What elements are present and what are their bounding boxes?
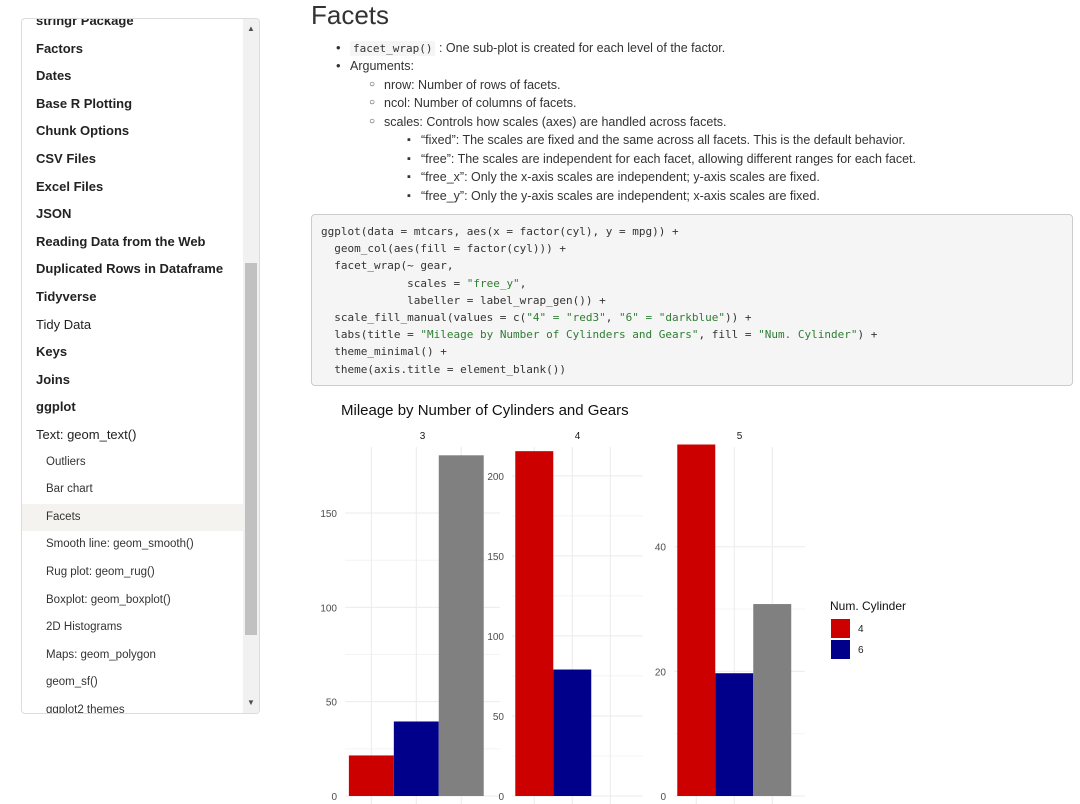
code-string: "Mileage by Number of Cylinders and Gear… xyxy=(420,328,699,342)
toc-item-factors[interactable]: Factors xyxy=(36,40,83,56)
code-line: theme(axis.title = element_blank()) xyxy=(321,362,567,376)
legend-label: 4 xyxy=(858,624,864,635)
toc-item-2d-histograms[interactable]: 2D Histograms xyxy=(46,621,123,634)
chart-title: Mileage by Number of Cylinders and Gears xyxy=(341,402,629,419)
toc-item-excel-files[interactable]: Excel Files xyxy=(36,178,104,194)
facet-label: 4 xyxy=(575,431,581,442)
bullet-fixed: “fixed”: The scales are fixed and the sa… xyxy=(407,132,906,148)
toc-item-boxplot-geom-boxplot[interactable]: Boxplot: geom_boxplot() xyxy=(46,593,171,606)
toc-item-base-r-plotting[interactable]: Base R Plotting xyxy=(36,95,133,111)
code-string: "6" = "darkblue" xyxy=(619,310,726,324)
toc-item-json[interactable]: JSON xyxy=(36,206,72,222)
toc-sidebar: stringr Package Factors Dates Base R Plotti… xyxy=(21,18,260,714)
toc-item-csv-files[interactable]: CSV Files xyxy=(36,151,96,166)
bullet-scales: scales: Controls how scales (axes) are h… xyxy=(369,114,727,130)
toc-item-stringr-package[interactable]: stringr Package xyxy=(36,18,134,28)
bullet-free-x: “free_x”: Only the x-axis scales are ind… xyxy=(407,169,820,185)
code-line: labs(title = "Mileage by Number of Cylin… xyxy=(321,326,1063,343)
y-tick-label: 0 xyxy=(331,792,337,803)
code-text: scales = xyxy=(321,276,467,290)
legend-title: Num. Cylinder xyxy=(830,599,906,613)
scroll-up-icon[interactable]: ▲ xyxy=(247,24,255,33)
y-tick-label: 50 xyxy=(326,698,338,709)
code-text: ) + xyxy=(857,328,878,342)
scroll-thumb[interactable] xyxy=(245,263,257,635)
toc-item-ggplot[interactable]: ggplot xyxy=(36,399,76,415)
code-line: scales = "free_y", xyxy=(321,275,1063,292)
legend-swatch-4 xyxy=(831,619,850,638)
bullet-nrow: nrow: Number of rows of facets. xyxy=(369,77,560,93)
code-line: theme_minimal() + xyxy=(321,345,447,359)
page-title: Facets xyxy=(311,0,390,30)
bullet-arguments: Arguments: xyxy=(336,58,414,74)
bar-cyl-6 xyxy=(553,669,592,796)
y-tick-label: 100 xyxy=(487,632,504,643)
toc-item-dates[interactable]: Dates xyxy=(36,68,72,84)
code-string: "4" = "red3" xyxy=(526,310,606,324)
bar-cyl-4 xyxy=(515,451,554,796)
facet-label: 3 xyxy=(420,431,426,442)
code-string: "free_y" xyxy=(466,276,520,290)
code-text: )) + xyxy=(725,310,752,324)
code-line: scale_fill_manual(values = c("4" = "red3… xyxy=(321,309,1063,326)
toc-item-geom-sf[interactable]: geom_sf() xyxy=(46,676,98,689)
toc-scrollbar[interactable]: ▲ ▼ xyxy=(243,19,259,713)
toc-item-chunk-options[interactable]: Chunk Options xyxy=(36,123,130,139)
legend-swatch-6 xyxy=(831,640,850,659)
y-tick-label: 150 xyxy=(320,509,337,520)
facet-label: 5 xyxy=(737,431,743,442)
code-line: facet_wrap(~ gear, xyxy=(321,259,454,273)
legend-label: 6 xyxy=(858,645,864,656)
bar-cyl-4 xyxy=(348,755,394,796)
y-tick-label: 40 xyxy=(655,543,667,554)
toc-item-tidy-data[interactable]: Tidy Data xyxy=(36,316,92,332)
facet-wrap-desc: : One sub-plot is created for each level… xyxy=(435,41,726,55)
bullet-free-y: “free_y”: Only the y-axis scales are ind… xyxy=(407,188,820,204)
bullet-facet-wrap: facet_wrap() : One sub-plot is created f… xyxy=(336,40,726,57)
code-text: , xyxy=(605,310,620,324)
toc-item-bar-chart[interactable]: Bar chart xyxy=(46,483,93,496)
bullet-free: “free”: The scales are independent for e… xyxy=(407,151,916,167)
y-tick-label: 0 xyxy=(498,792,504,803)
toc-item-duplicated-rows-in-dataframe[interactable]: Duplicated Rows in Dataframe xyxy=(36,261,224,277)
toc-item-keys[interactable]: Keys xyxy=(36,344,68,360)
code-block[interactable]: ggplot(data = mtcars, aes(x = factor(cyl… xyxy=(311,214,1073,386)
y-tick-label: 50 xyxy=(493,712,505,723)
code-text: , fill = xyxy=(698,328,759,342)
toc-item-text-geom-text[interactable]: Text: geom_text() xyxy=(36,427,137,442)
toc-item-joins[interactable]: Joins xyxy=(36,371,70,387)
toc-item-smooth-line-geom-smooth[interactable]: Smooth line: geom_smooth() xyxy=(46,538,194,551)
facet-wrap-code: facet_wrap() xyxy=(350,41,436,56)
toc-item-maps-geom-polygon[interactable]: Maps: geom_polygon xyxy=(46,648,156,661)
scroll-down-icon[interactable]: ▼ xyxy=(247,698,255,707)
code-line: labeller = label_wrap_gen()) + xyxy=(321,293,606,307)
y-tick-label: 0 xyxy=(660,792,666,803)
code-text: labs(title = xyxy=(321,328,421,342)
toc-item-rug-plot-geom-rug[interactable]: Rug plot: geom_rug() xyxy=(46,566,155,578)
code-text: scale_fill_manual(values = c( xyxy=(321,310,527,324)
code-line: geom_col(aes(fill = factor(cyl))) + xyxy=(321,242,567,256)
toc-item-facets[interactable]: Facets xyxy=(22,503,244,531)
bar-cyl-6 xyxy=(393,721,439,796)
code-line: ggplot(data = mtcars, aes(x = factor(cyl… xyxy=(321,225,679,238)
y-tick-label: 20 xyxy=(655,667,667,678)
bar-cyl-8 xyxy=(438,455,484,796)
toc-item-reading-data-from-the-web[interactable]: Reading Data from the Web xyxy=(36,233,206,249)
facet-bar-chart: Mileage by Number of Cylinders and Gears… xyxy=(320,402,906,804)
code-text: , xyxy=(519,276,527,290)
y-tick-label: 100 xyxy=(320,603,337,614)
toc-item-ggplot2-themes[interactable]: ggplot2 themes xyxy=(46,704,125,714)
y-tick-label: 200 xyxy=(487,472,504,483)
y-tick-label: 150 xyxy=(487,552,504,563)
toc-item-tidyverse[interactable]: Tidyverse xyxy=(36,289,97,304)
bullet-ncol: ncol: Number of columns of facets. xyxy=(369,95,576,111)
bar-cyl-4 xyxy=(677,444,716,796)
code-string: "Num. Cylinder" xyxy=(758,328,858,342)
bar-cyl-6 xyxy=(715,673,754,796)
bar-cyl-8 xyxy=(753,604,792,796)
toc-item-outliers[interactable]: Outliers xyxy=(46,455,86,468)
